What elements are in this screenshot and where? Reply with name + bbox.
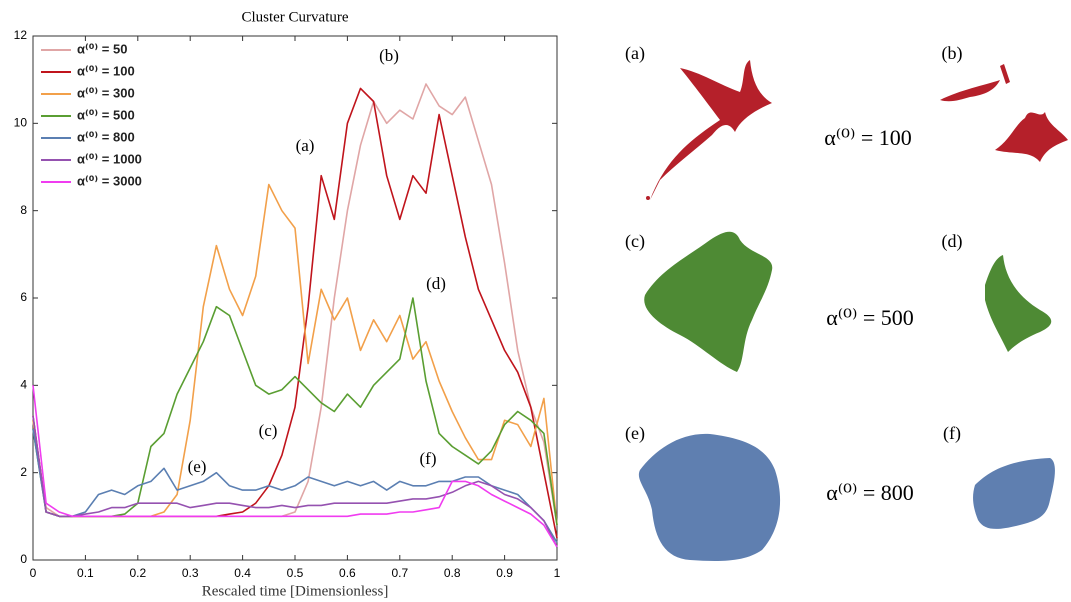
y-tick-label: 2	[20, 465, 27, 479]
shape-e	[638, 433, 781, 561]
x-tick-label: 0	[30, 566, 37, 580]
shape-f	[973, 458, 1055, 529]
alpha-label: α⁽⁰⁾ = 500	[826, 305, 914, 330]
annotation: (c)	[259, 421, 278, 440]
shape-b	[940, 80, 1000, 102]
panel-label: (e)	[625, 423, 645, 444]
x-tick-label: 0.2	[129, 566, 146, 580]
y-tick-label: 6	[20, 290, 27, 304]
x-tick-label: 0.7	[391, 566, 408, 580]
x-tick-label: 0.8	[444, 566, 461, 580]
x-tick-label: 0.3	[182, 566, 199, 580]
y-tick-label: 0	[20, 552, 27, 566]
shape-c	[644, 231, 773, 372]
shape-a-fragment	[646, 196, 650, 200]
legend-label: α⁽⁰⁾ = 100	[77, 63, 135, 78]
x-tick-label: 0.5	[287, 566, 304, 580]
y-tick-label: 8	[20, 203, 27, 217]
y-tick-label: 4	[20, 378, 27, 392]
annotation: (d)	[426, 274, 446, 293]
x-axis-label: Rescaled time [Dimensionless]	[202, 583, 389, 599]
panel-label: (b)	[942, 43, 963, 64]
panel-label: (c)	[625, 231, 645, 252]
shape-a	[650, 60, 772, 200]
panel-label: (d)	[942, 231, 963, 252]
x-tick-label: 0.4	[234, 566, 251, 580]
legend-label: α⁽⁰⁾ = 1000	[77, 151, 142, 166]
alpha-label: α⁽⁰⁾ = 100	[824, 125, 912, 150]
x-tick-label: 1	[554, 566, 561, 580]
series-line	[32, 297, 558, 526]
annotation: (a)	[296, 136, 315, 155]
panel-label: (f)	[943, 423, 961, 444]
shape-b-fragment	[995, 112, 1068, 162]
series-line	[32, 415, 558, 548]
legend-label: α⁽⁰⁾ = 300	[77, 85, 135, 100]
series-line	[32, 428, 558, 543]
y-tick-label: 10	[14, 116, 28, 130]
series-line	[32, 385, 558, 548]
legend-label: α⁽⁰⁾ = 3000	[77, 173, 142, 188]
x-tick-label: 0.6	[339, 566, 356, 580]
shapes	[638, 60, 1068, 561]
chart-title: Cluster Curvature	[241, 9, 348, 25]
alpha-label: α⁽⁰⁾ = 800	[826, 480, 914, 505]
annotation: (e)	[188, 457, 207, 476]
legend-label: α⁽⁰⁾ = 50	[77, 41, 127, 56]
x-tick-label: 0.1	[77, 566, 94, 580]
legend-label: α⁽⁰⁾ = 800	[77, 129, 135, 144]
legend-label: α⁽⁰⁾ = 500	[77, 107, 135, 122]
x-tick-label: 0.9	[496, 566, 513, 580]
annotation: (f)	[420, 449, 437, 468]
panel-label: (a)	[625, 43, 645, 64]
shape-b-fragment	[1000, 64, 1010, 84]
shape-d	[985, 255, 1052, 352]
y-tick-label: 12	[14, 28, 28, 42]
annotation: (b)	[379, 46, 399, 65]
